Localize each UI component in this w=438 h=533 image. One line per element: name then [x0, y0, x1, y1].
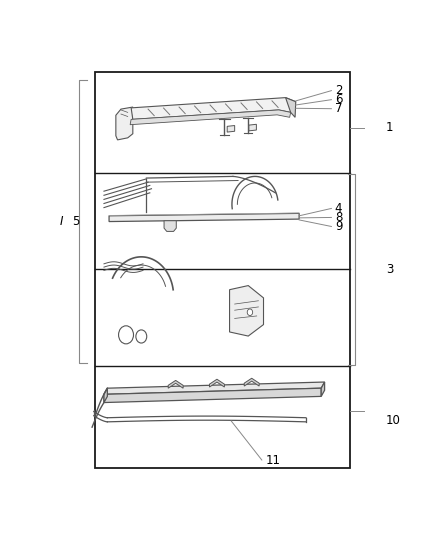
Polygon shape: [249, 124, 256, 131]
Polygon shape: [168, 381, 183, 388]
Polygon shape: [104, 388, 321, 402]
Text: 7: 7: [335, 102, 342, 115]
Text: I: I: [60, 215, 63, 228]
Bar: [95, 72, 350, 468]
Polygon shape: [131, 98, 296, 119]
Text: 10: 10: [386, 414, 401, 427]
Text: 2: 2: [335, 84, 342, 97]
Polygon shape: [227, 126, 235, 132]
Polygon shape: [230, 286, 264, 336]
Text: 4: 4: [335, 202, 342, 215]
Polygon shape: [209, 379, 224, 387]
Circle shape: [247, 309, 253, 316]
Polygon shape: [244, 378, 259, 386]
Circle shape: [136, 330, 147, 343]
Polygon shape: [321, 382, 325, 397]
Polygon shape: [286, 98, 296, 117]
Polygon shape: [116, 107, 133, 140]
Polygon shape: [109, 213, 299, 222]
Circle shape: [119, 326, 134, 344]
Polygon shape: [104, 382, 325, 394]
Polygon shape: [104, 388, 107, 402]
Polygon shape: [164, 221, 176, 231]
Text: 3: 3: [386, 263, 393, 276]
Text: 5: 5: [72, 215, 79, 228]
Text: 8: 8: [335, 211, 342, 224]
Text: 6: 6: [335, 93, 342, 106]
Text: 11: 11: [265, 454, 280, 466]
Polygon shape: [130, 110, 291, 125]
Text: 1: 1: [386, 121, 393, 134]
Text: 9: 9: [335, 220, 342, 233]
